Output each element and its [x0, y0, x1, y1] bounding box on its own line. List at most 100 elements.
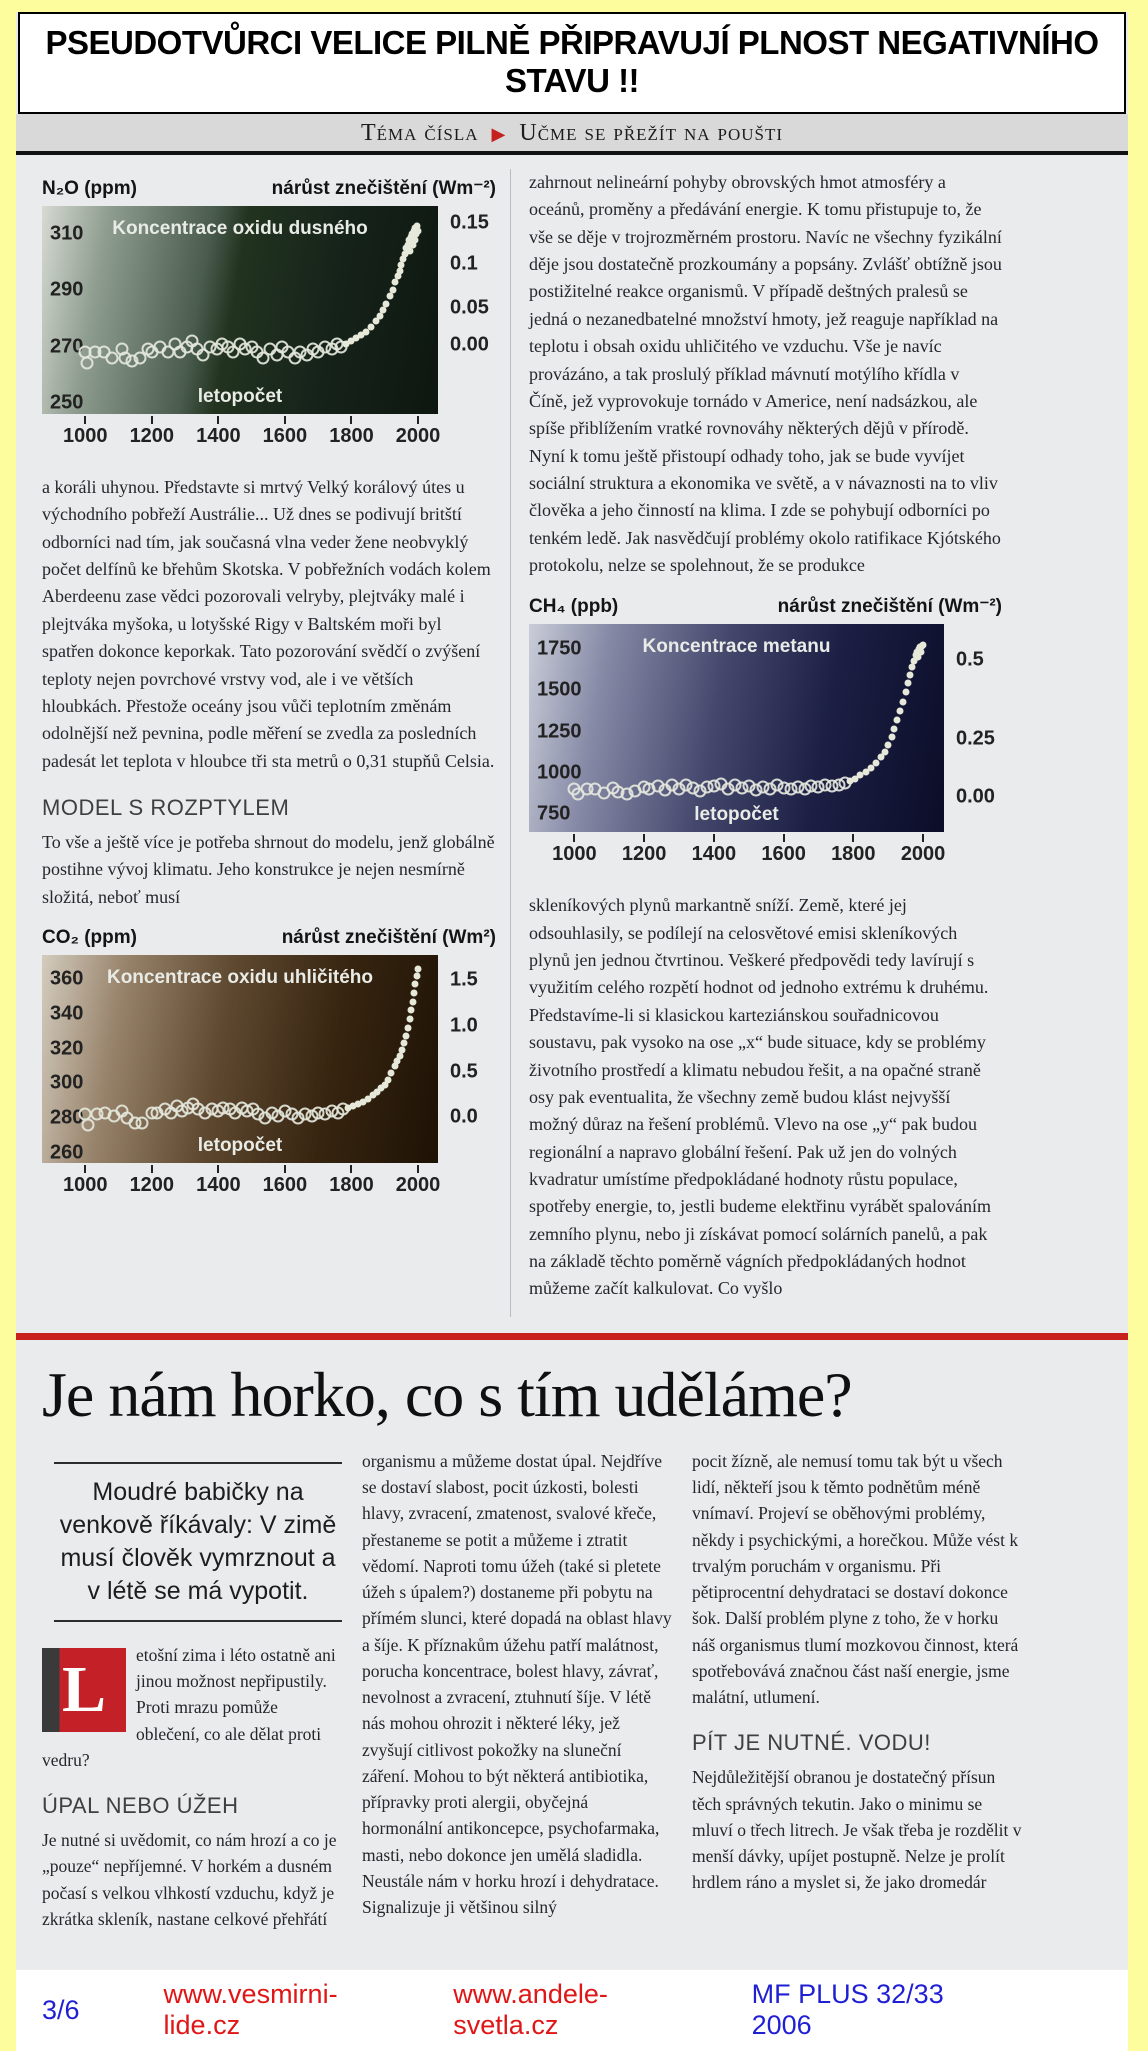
data-point: [399, 255, 407, 263]
data-point: [856, 771, 864, 779]
chart-right-axis: 0.5 0.25 0.00: [944, 624, 1002, 832]
theme-band: Téma čísla ▶ Učme se přežít na poušti: [16, 114, 1128, 155]
x-tick-mark: [712, 834, 715, 843]
data-point: [347, 337, 355, 345]
data-point: [411, 236, 419, 244]
data-point: [917, 648, 925, 656]
x-tick-label: 1000: [63, 1174, 108, 1197]
right-axis-tick-label: 0.5: [450, 1060, 478, 1082]
x-tick-mark: [350, 1165, 353, 1174]
data-point: [133, 351, 147, 365]
x-tick-mark: [852, 834, 855, 843]
paragraph: etošní zima i léto ostatně ani jinou mož…: [42, 1644, 336, 1770]
y-tick-label: 280: [50, 1106, 84, 1129]
top-headline-box: PSEUDOTVŮRCI VELICE PILNĚ PŘIPRAVUJÍ PLN…: [18, 12, 1126, 114]
lower-column-1: Moudré babičky na venkově říkávaly: V zi…: [42, 1448, 342, 1946]
red-divider: [16, 1332, 1128, 1340]
data-point: [877, 753, 885, 761]
x-tick-label: 2000: [395, 1174, 441, 1197]
right-axis-tick-label: 0.15: [450, 211, 489, 234]
data-point: [393, 1057, 401, 1065]
data-point: [398, 1046, 406, 1054]
data-point: [867, 764, 875, 772]
y-tick-label: 1000: [537, 761, 582, 784]
y-tick-label: 750: [537, 802, 571, 825]
lower-article: Moudré babičky na venkově říkávaly: V zi…: [16, 1442, 1128, 1964]
right-axis-tick-label: 0.00: [956, 785, 995, 808]
chart-x-axis: 1000 1200 1400 1600 1800 2000: [42, 1163, 441, 1201]
right-axis-tick-label: 0.05: [450, 296, 489, 319]
x-tick-mark: [150, 416, 153, 424]
footer-link-vesmirni-lide[interactable]: www.vesmirni-lide.cz: [163, 1979, 338, 2041]
chart-x-label: letopočet: [197, 386, 283, 407]
x-tick-label: 2000: [900, 843, 946, 866]
y-tick-label: 1750: [537, 637, 582, 660]
y-tick-label: 360: [50, 967, 84, 990]
page-footer: 3/6 www.vesmirni-lide.cz www.andele-svet…: [16, 1970, 1128, 2051]
data-point: [914, 653, 922, 661]
right-axis-tick-label: 0.5: [956, 648, 984, 671]
chart-y-axis-label: CO₂ (ppm): [42, 927, 137, 949]
data-point: [372, 317, 380, 325]
data-point: [409, 998, 417, 1006]
paragraph: skleníkových plynů markantně sníží. Země…: [529, 895, 992, 1299]
data-point: [196, 348, 210, 362]
article-headline: Je nám horko, co s tím uděláme?: [42, 1358, 853, 1430]
data-point: [904, 679, 912, 687]
section-heading-model: MODEL S ROZPTYLEM: [42, 794, 290, 820]
x-tick-label: 1800: [831, 843, 876, 866]
data-point: [899, 698, 907, 706]
upper-left-column: N₂O (ppm) nárůst znečištění (Wm⁻²) Konce…: [42, 169, 510, 1317]
data-point: [81, 1118, 95, 1132]
x-tick-label: 1200: [129, 1174, 175, 1197]
data-point: [394, 272, 402, 280]
chart-n2o: N₂O (ppm) nárůst znečištění (Wm⁻²) Konce…: [42, 175, 496, 452]
page-number: 3/6: [42, 1994, 80, 2025]
data-point: [354, 1100, 362, 1108]
x-tick-mark: [573, 834, 576, 843]
data-point: [362, 328, 370, 336]
right-axis-tick-label: 0.00: [450, 333, 489, 356]
footer-link-andele-svetla[interactable]: www.andele-svetla.cz: [453, 1979, 608, 2041]
paragraph: Je nutné si uvědomit, co nám hrozí a co …: [42, 1830, 337, 1929]
data-point: [406, 247, 414, 255]
data-point: [359, 1098, 367, 1106]
paragraph: Nejdůležitější obranou je dostatečný pří…: [692, 1767, 1022, 1893]
chart-x-label: letopočet: [197, 1135, 283, 1157]
data-point: [888, 733, 896, 741]
data-point: [404, 241, 412, 249]
data-point: [890, 725, 898, 733]
lower-column-3: pocit žízně, ale nemusí tomu tak být u v…: [692, 1448, 1024, 1946]
y-tick-label: 270: [50, 335, 84, 358]
data-point: [413, 972, 421, 980]
data-point: [344, 1104, 352, 1112]
x-tick-mark: [283, 416, 286, 424]
chart-x-label: letopočet: [694, 804, 779, 826]
x-tick-label: 1200: [621, 843, 667, 866]
red-triangle-icon: ▶: [491, 124, 507, 144]
data-point: [908, 663, 916, 671]
issue-label: MF PLUS 32/33 2006: [751, 1979, 944, 2041]
lower-column-2: organismu a můžeme dostat úpal. Nejdříve…: [362, 1448, 672, 1946]
data-point: [105, 351, 119, 365]
data-point: [80, 356, 94, 370]
data-point: [872, 759, 880, 767]
theme-label: Téma čísla: [360, 120, 479, 146]
x-tick-label: 1000: [552, 843, 597, 866]
x-tick-label: 1400: [196, 425, 241, 447]
data-point: [846, 777, 854, 785]
data-point: [382, 300, 390, 308]
data-point: [396, 267, 404, 275]
data-point: [387, 1069, 395, 1077]
chart-ch4: CH₄ (ppb) nárůst znečištění (Wm⁻²) Konce…: [529, 593, 1002, 870]
data-point: [906, 671, 914, 679]
y-tick-label: 260: [50, 1141, 84, 1164]
data-point: [386, 292, 394, 300]
data-point: [851, 775, 859, 783]
y-tick-label: 300: [50, 1071, 84, 1094]
y-tick-label: 290: [50, 278, 84, 301]
magazine-page: PSEUDOTVŮRCI VELICE PILNĚ PŘIPRAVUJÍ PLN…: [16, 12, 1128, 2051]
x-tick-label: 2000: [395, 425, 441, 447]
x-tick-label: 1600: [761, 843, 806, 866]
section-heading-upal: ÚPAL NEBO ÚŽEH: [42, 1793, 239, 1819]
